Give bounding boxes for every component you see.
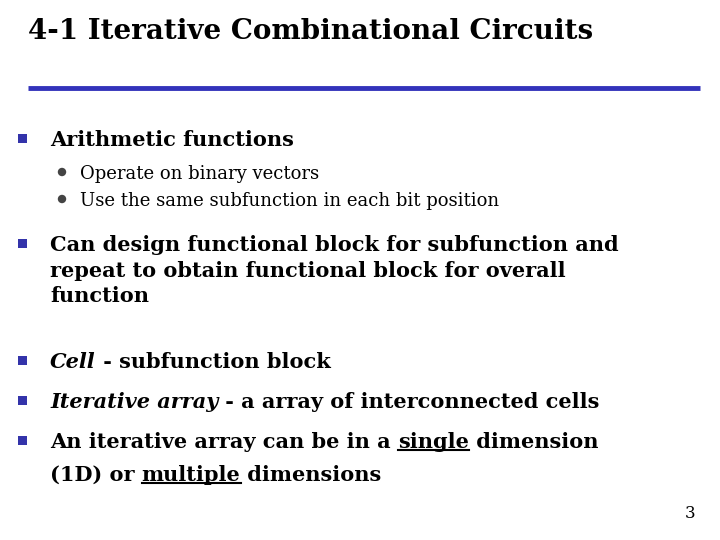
- Text: 4-1 Iterative Combinational Circuits: 4-1 Iterative Combinational Circuits: [28, 18, 593, 45]
- Text: Arithmetic functions: Arithmetic functions: [50, 130, 294, 150]
- Text: dimension: dimension: [469, 432, 598, 452]
- Text: 3: 3: [685, 505, 695, 522]
- Text: (1D) or: (1D) or: [50, 465, 142, 485]
- Bar: [17, 133, 27, 143]
- Bar: [17, 395, 27, 404]
- Text: - a array of interconnected cells: - a array of interconnected cells: [218, 392, 600, 412]
- Circle shape: [58, 195, 66, 202]
- Text: Use the same subfunction in each bit position: Use the same subfunction in each bit pos…: [80, 192, 499, 210]
- Text: Operate on binary vectors: Operate on binary vectors: [80, 165, 319, 183]
- Text: An iterative array can be in a: An iterative array can be in a: [50, 432, 398, 452]
- Text: Iterative array: Iterative array: [50, 392, 218, 412]
- Text: multiple: multiple: [142, 465, 240, 485]
- Text: single: single: [398, 432, 469, 452]
- Text: Can design functional block for subfunction and
repeat to obtain functional bloc: Can design functional block for subfunct…: [50, 235, 618, 306]
- Bar: [17, 435, 27, 444]
- Text: dimensions: dimensions: [240, 465, 382, 485]
- Circle shape: [58, 168, 66, 176]
- Text: - subfunction block: - subfunction block: [96, 352, 330, 372]
- Bar: [17, 239, 27, 247]
- Text: Cell: Cell: [50, 352, 96, 372]
- Bar: [17, 355, 27, 364]
